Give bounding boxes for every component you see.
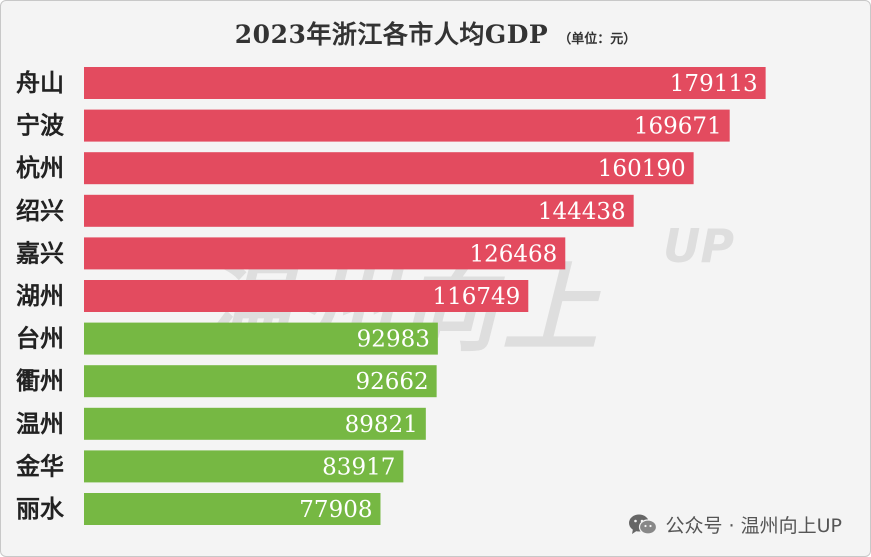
category-label: 绍兴 — [16, 196, 64, 225]
category-label: 台州 — [16, 324, 64, 353]
value-label: 126468 — [469, 241, 557, 267]
bar — [84, 194, 634, 227]
category-label: 嘉兴 — [16, 238, 64, 267]
bar — [84, 450, 404, 483]
category-label: 丽水 — [16, 494, 65, 523]
value-label: 89821 — [345, 412, 418, 438]
bar — [84, 109, 730, 142]
wechat-icon — [628, 514, 657, 535]
bar — [84, 493, 381, 525]
chart-title-block: 2023年浙江各市人均GDP （单位：元） — [1, 15, 870, 51]
category-label: 舟山 — [16, 68, 64, 97]
bar — [84, 322, 438, 355]
bar — [84, 152, 694, 185]
value-label: 144438 — [538, 199, 626, 225]
bar — [84, 407, 426, 440]
footer: 公众号 · 温州向上UP — [628, 511, 842, 538]
bar — [84, 365, 437, 398]
value-label: 77908 — [299, 497, 372, 523]
unit-note: （单位：元） — [558, 32, 637, 47]
chart-title: 2023年浙江各市人均GDP — [234, 20, 549, 49]
value-label: 116749 — [432, 284, 520, 310]
category-label: 杭州 — [16, 153, 64, 182]
category-label: 金华 — [15, 451, 64, 480]
value-label: 92662 — [355, 369, 428, 395]
value-label: 160190 — [598, 156, 686, 182]
value-label: 169671 — [634, 114, 722, 140]
bar — [84, 237, 566, 270]
category-label: 宁波 — [16, 111, 65, 140]
category-label: 湖州 — [16, 281, 64, 310]
footer-text: 公众号 · 温州向上UP — [665, 515, 842, 537]
value-label: 83917 — [322, 454, 395, 480]
bar — [84, 67, 766, 99]
value-label: 92983 — [357, 327, 430, 353]
bar — [84, 280, 529, 312]
category-label: 衢州 — [16, 366, 64, 395]
category-label: 温州 — [16, 409, 64, 438]
value-label: 179113 — [670, 71, 758, 97]
